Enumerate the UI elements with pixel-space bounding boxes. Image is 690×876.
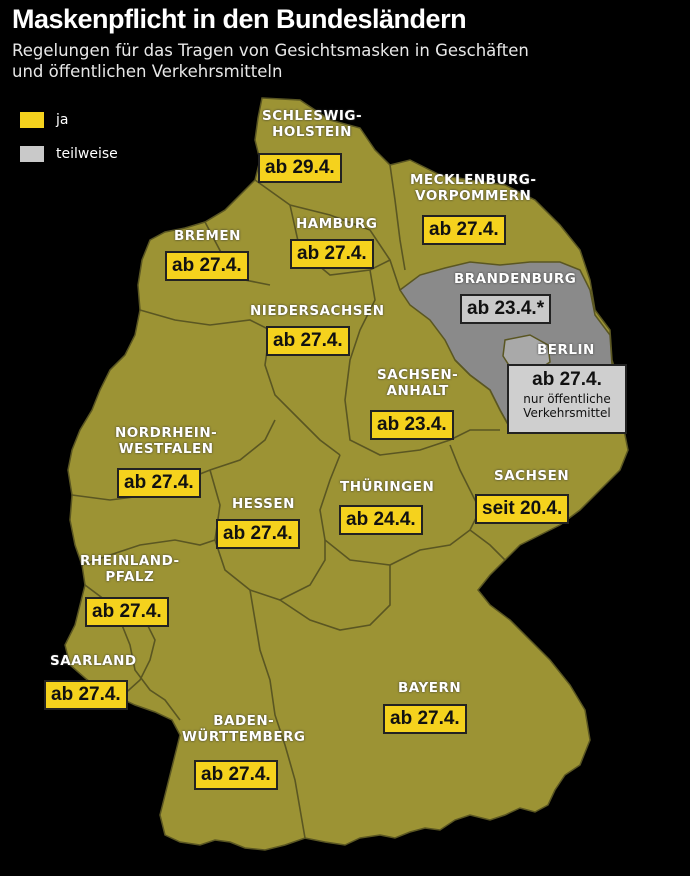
date-bremen: ab 27.4. — [165, 251, 249, 281]
state-name-schleswig-holstein: SCHLESWIG- HOLSTEIN — [262, 108, 362, 140]
date-berlin: ab 27.4. — [532, 369, 602, 390]
date-schleswig-holstein: ab 29.4. — [258, 153, 342, 183]
state-name-brandenburg: BRANDENBURG — [454, 271, 577, 287]
subtitle-line-2: und öffentlichen Verkehrsmitteln — [12, 62, 283, 81]
state-name-hamburg: HAMBURG — [296, 216, 378, 232]
map-title: Maskenpflicht in den Bundesländern — [12, 4, 467, 34]
date-nordrhein-westfalen: ab 27.4. — [117, 468, 201, 498]
legend-label-yes: ja — [56, 112, 69, 128]
date-berlin-box: ab 27.4. nur öffentliche Verkehrsmittel — [507, 364, 627, 434]
state-name-line: WÜRTTEMBERG — [182, 729, 306, 745]
state-name-berlin: BERLIN — [537, 342, 595, 358]
state-name-line: PFALZ — [105, 569, 155, 585]
legend-swatch-partial — [20, 146, 44, 162]
subtitle-line-1: Regelungen für das Tragen von Gesichtsma… — [12, 41, 529, 60]
state-name-mecklenburg-vorpommern: MECKLENBURG- VORPOMMERN — [410, 172, 536, 204]
state-name-line: HOLSTEIN — [272, 124, 352, 140]
state-name-niedersachsen: NIEDERSACHSEN — [250, 303, 385, 319]
state-name-bayern: BAYERN — [398, 680, 462, 696]
state-name-line: ANHALT — [386, 383, 449, 399]
date-baden-wuerttemberg: ab 27.4. — [194, 760, 278, 790]
state-name-baden-wuerttemberg: BADEN- WÜRTTEMBERG — [182, 713, 306, 745]
state-name-line: BADEN- — [213, 713, 275, 729]
state-name-sachsen: SACHSEN — [494, 468, 570, 484]
date-mecklenburg-vorpommern: ab 27.4. — [422, 215, 506, 245]
legend-item-yes: ja — [20, 110, 118, 130]
berlin-note-line-2: Verkehrsmittel — [523, 406, 611, 420]
legend: ja teilweise — [20, 110, 118, 178]
date-sachsen-anhalt: ab 23.4. — [370, 410, 454, 440]
date-hamburg: ab 27.4. — [290, 239, 374, 269]
berlin-note-line-1: nur öffentliche — [523, 392, 611, 406]
state-name-line: MECKLENBURG- — [410, 172, 537, 188]
legend-item-partial: teilweise — [20, 144, 118, 164]
state-name-thueringen: THÜRINGEN — [340, 479, 435, 495]
state-name-saarland: SAARLAND — [50, 653, 137, 669]
state-name-rheinland-pfalz: RHEINLAND- PFALZ — [80, 553, 180, 585]
legend-swatch-yes — [20, 112, 44, 128]
state-name-line: WESTFALEN — [118, 441, 214, 457]
state-name-line: NORDRHEIN- — [115, 425, 218, 441]
legend-label-partial: teilweise — [56, 146, 118, 162]
state-name-line: SACHSEN- — [377, 367, 459, 383]
date-brandenburg: ab 23.4.* — [460, 294, 552, 324]
state-name-sachsen-anhalt: SACHSEN- ANHALT — [377, 367, 458, 399]
state-name-nordrhein-westfalen: NORDRHEIN- WESTFALEN — [115, 425, 217, 457]
date-niedersachsen: ab 27.4. — [266, 326, 350, 356]
date-thueringen: ab 24.4. — [339, 505, 423, 535]
date-bayern: ab 27.4. — [383, 704, 467, 734]
date-rheinland-pfalz: ab 27.4. — [85, 597, 169, 627]
state-name-hessen: HESSEN — [232, 496, 295, 512]
date-saarland: ab 27.4. — [44, 680, 128, 710]
state-name-line: VORPOMMERN — [415, 188, 532, 204]
state-name-line: RHEINLAND- — [80, 553, 180, 569]
date-hessen: ab 27.4. — [216, 519, 300, 549]
state-name-bremen: BREMEN — [174, 228, 241, 244]
date-sachsen: seit 20.4. — [475, 494, 570, 524]
map-subtitle: Regelungen für das Tragen von Gesichtsma… — [12, 40, 529, 82]
state-name-line: SCHLESWIG- — [262, 108, 363, 124]
